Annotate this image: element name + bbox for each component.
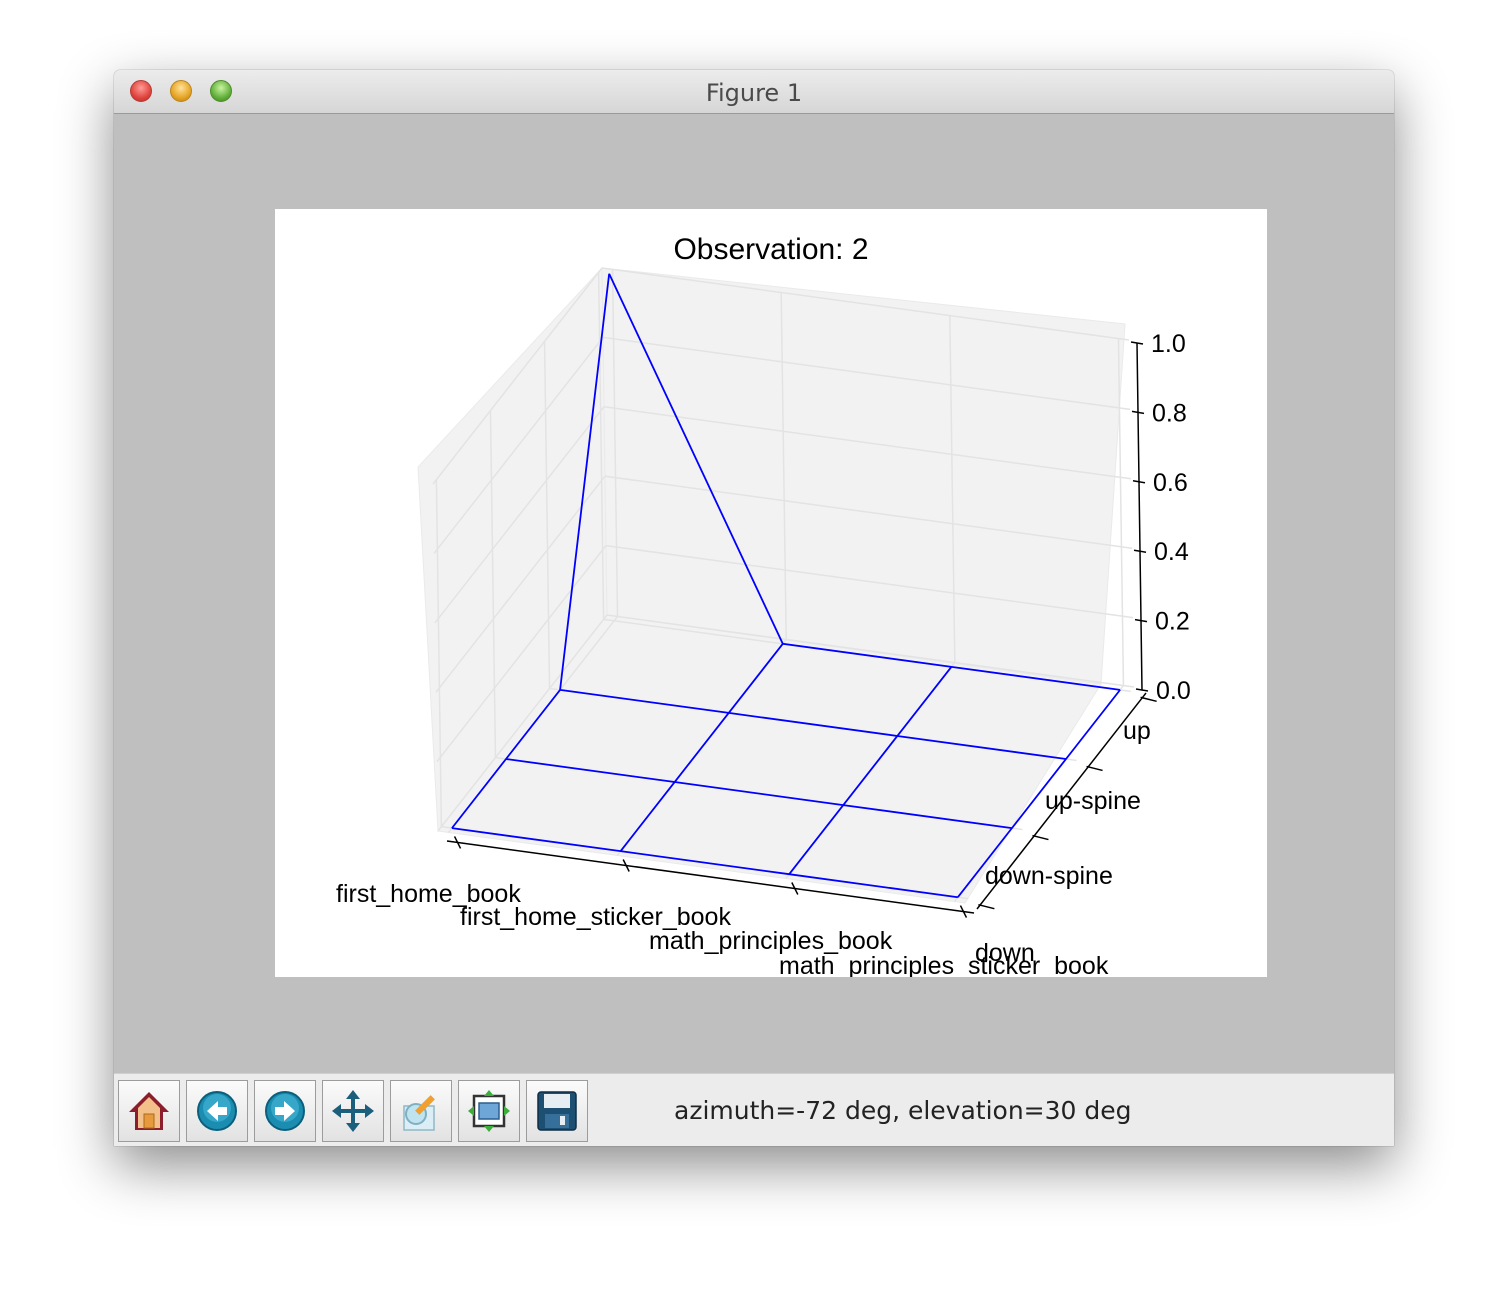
- forward-arrow-icon: [265, 1091, 305, 1131]
- z-axis-line: [1136, 342, 1143, 691]
- save-floppy-icon: [537, 1091, 577, 1131]
- zoom-rect-icon: [403, 1095, 435, 1131]
- grid-line-x: [1117, 338, 1125, 686]
- chart-3d-wireframe[interactable]: 0.0 0.2 0.4 0.6 0.8 1.0 first_home_bookfirst_…: [275, 209, 1267, 977]
- wire-col-math_principles_sticker_book: [957, 689, 1121, 898]
- y-tick: [1140, 696, 1157, 703]
- forward-button[interactable]: [254, 1080, 316, 1142]
- wire-col-math_principles_book: [788, 666, 953, 875]
- x-axis: first_home_bookfirst_home_sticker_bookma…: [336, 836, 1109, 977]
- grid-line-z: [606, 614, 1135, 688]
- grid-line-y: [489, 410, 497, 758]
- x-tick: [453, 836, 462, 849]
- pan-button[interactable]: [322, 1080, 384, 1142]
- y-tick-label: up-spine: [1045, 787, 1141, 815]
- x-tick: [791, 882, 799, 895]
- close-window-icon[interactable]: [130, 80, 152, 102]
- home-button[interactable]: [118, 1080, 180, 1142]
- grid-line-y: [435, 479, 443, 827]
- grid-line-x: [949, 315, 956, 663]
- y-tick-label: down: [975, 939, 1035, 967]
- grid-line-z: [605, 544, 1134, 619]
- y-tick: [1032, 834, 1049, 841]
- plot-canvas[interactable]: 0.0 0.2 0.4 0.6 0.8 1.0 first_home_book first_…: [275, 209, 1267, 977]
- pan-move-icon: [332, 1090, 374, 1132]
- z-tick: [1135, 688, 1149, 692]
- subplots-config-icon: [468, 1090, 510, 1132]
- title-bar: Figure 1: [114, 70, 1394, 114]
- window-title: Figure 1: [705, 79, 803, 107]
- y-tick-label: down-spine: [985, 862, 1113, 890]
- grid-line-z: [434, 406, 605, 624]
- z-tick-label: 0.2: [1155, 608, 1190, 636]
- z-tick: [1132, 480, 1146, 484]
- grid-line-z: [435, 475, 606, 693]
- subplots-button[interactable]: [458, 1080, 520, 1142]
- z-tick: [1133, 549, 1147, 553]
- x-tick-label: math_principles_book: [649, 927, 893, 955]
- back-button[interactable]: [186, 1080, 248, 1142]
- x-tick-label: math_principles_sticker_book: [779, 952, 1109, 977]
- wire-col-first_home_sticker_book: [619, 643, 784, 852]
- grid-line-z: [437, 614, 608, 832]
- wire-row-up: [608, 273, 1121, 691]
- wire-col-first_home_book: [451, 273, 611, 829]
- grid-line-z: [603, 406, 1132, 480]
- y-tick-label: up: [1123, 717, 1151, 745]
- y-tick: [1086, 765, 1103, 772]
- grid-line-z: [436, 545, 607, 763]
- grid-line-z: [433, 336, 604, 554]
- chart-title: Observation: 2: [673, 233, 868, 266]
- grid-line-z: [432, 267, 603, 485]
- z-tick: [1130, 341, 1144, 345]
- zoom-button[interactable]: [390, 1080, 452, 1142]
- wire-row-up-spine: [559, 688, 1067, 760]
- z-axis: 0.0 0.2 0.4 0.6 0.8 1.0: [1130, 330, 1191, 705]
- save-button[interactable]: [526, 1080, 588, 1142]
- y-axis: down down-spine up-spine up: [975, 692, 1157, 967]
- grid-line-z: [604, 475, 1133, 549]
- z-tick-label: 0.8: [1152, 399, 1187, 427]
- z-tick-label: 1.0: [1151, 330, 1186, 358]
- z-tick-label: 0.6: [1153, 469, 1188, 497]
- z-tick: [1134, 618, 1148, 623]
- grid-line-z: [602, 336, 1131, 411]
- z-tick: [1131, 410, 1145, 415]
- x-tick-label: first_home_book: [336, 880, 521, 908]
- status-readout: azimuth=-72 deg, elevation=30 deg: [674, 1096, 1132, 1125]
- x-tick: [622, 859, 630, 872]
- z-tick-label: 0.0: [1156, 677, 1191, 705]
- grid-line-x: [780, 292, 787, 640]
- x-tick: [959, 905, 968, 918]
- back-pane: [601, 267, 1126, 685]
- wire-row-down-spine: [505, 758, 1013, 830]
- figure-window: Figure 1 0.0 0.2 0.4 0.6 0.8 1.0 first_home_b…: [114, 70, 1394, 1146]
- figure-area: 0.0 0.2 0.4 0.6 0.8 1.0 first_home_book first_…: [114, 114, 1394, 1073]
- home-icon: [129, 1092, 169, 1130]
- y-tick: [978, 903, 995, 910]
- maximize-window-icon[interactable]: [210, 80, 232, 102]
- y-axis-line: [976, 692, 1147, 910]
- navigation-toolbar: azimuth=-72 deg, elevation=30 deg: [114, 1073, 1394, 1146]
- grid-line-x: [611, 269, 619, 617]
- grid-line-y: [543, 341, 551, 689]
- minimize-window-icon[interactable]: [170, 80, 192, 102]
- x-tick-label: first_home_sticker_book: [460, 903, 731, 931]
- wire-row-down: [451, 827, 958, 899]
- series-lines: [451, 273, 1121, 899]
- grid-line-y: [597, 272, 605, 620]
- grid-line-z: [601, 267, 1130, 341]
- back-arrow-icon: [197, 1091, 237, 1131]
- x-axis-line: [446, 840, 975, 914]
- z-tick-label: 0.4: [1154, 538, 1189, 566]
